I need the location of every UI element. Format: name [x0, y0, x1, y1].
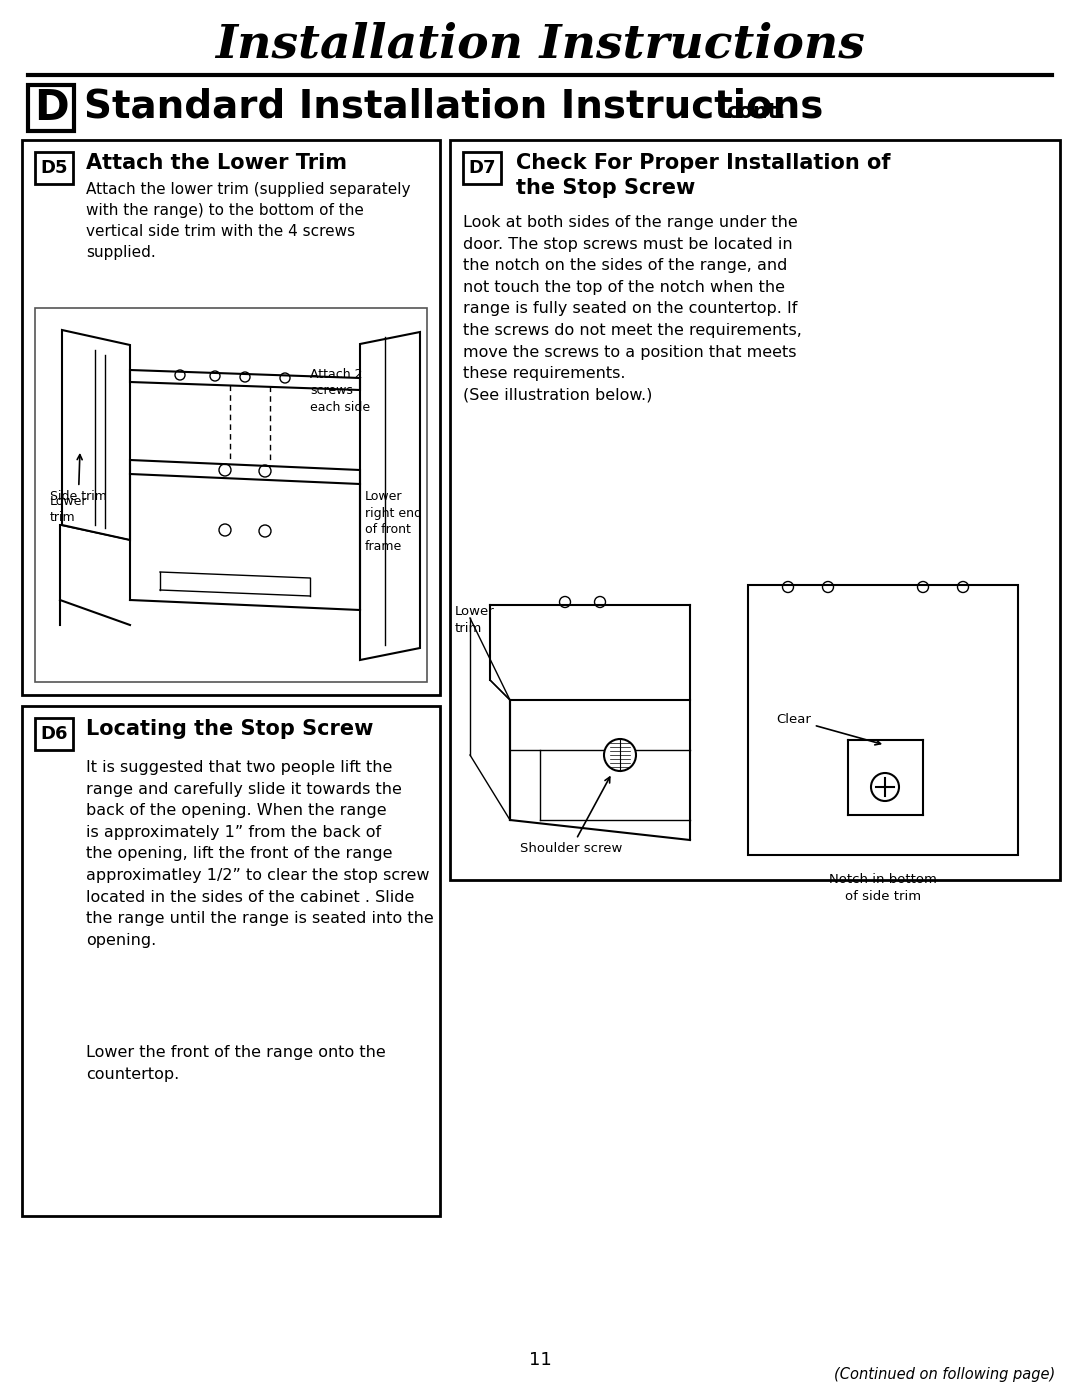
Text: Shoulder screw: Shoulder screw — [519, 777, 622, 855]
Bar — [22, 705, 440, 1215]
Bar — [22, 140, 440, 694]
Text: Lower
trim: Lower trim — [50, 495, 87, 524]
Bar — [35, 718, 73, 750]
Text: Notch in bottom
of side trim: Notch in bottom of side trim — [829, 873, 937, 902]
Text: Standard Installation Instructions: Standard Installation Instructions — [84, 88, 823, 126]
Text: 11: 11 — [528, 1351, 552, 1369]
Text: Lower
right end
of front
frame: Lower right end of front frame — [365, 490, 422, 552]
Text: Attach 2
screws
each side: Attach 2 screws each side — [310, 367, 370, 414]
Text: Clear: Clear — [777, 712, 880, 745]
Text: D6: D6 — [40, 725, 68, 743]
Bar — [35, 152, 73, 184]
Text: Look at both sides of the range under the
door. The stop screws must be located : Look at both sides of the range under th… — [463, 215, 801, 402]
Text: It is suggested that two people lift the
range and carefully slide it towards th: It is suggested that two people lift the… — [86, 760, 434, 947]
Text: Locating the Stop Screw: Locating the Stop Screw — [86, 719, 374, 739]
Text: Check For Proper Installation of: Check For Proper Installation of — [516, 154, 891, 173]
Text: D7: D7 — [469, 159, 496, 177]
Bar — [450, 140, 1059, 880]
Bar — [748, 585, 1018, 855]
Text: Attach the Lower Trim: Attach the Lower Trim — [86, 154, 347, 173]
Bar — [35, 307, 427, 682]
Circle shape — [870, 773, 899, 800]
Text: Lower the front of the range onto the
countertop.: Lower the front of the range onto the co… — [86, 1045, 386, 1081]
Bar — [463, 152, 501, 184]
Text: Installation Instructions: Installation Instructions — [215, 22, 865, 68]
Bar — [28, 85, 75, 131]
Circle shape — [604, 739, 636, 771]
Text: D: D — [33, 87, 68, 129]
Text: cont.: cont. — [726, 102, 785, 122]
Text: Attach the lower trim (supplied separately
with the range) to the bottom of the
: Attach the lower trim (supplied separate… — [86, 182, 410, 260]
Text: (Continued on following page): (Continued on following page) — [834, 1368, 1055, 1383]
Text: D5: D5 — [40, 159, 68, 177]
Text: Side trim: Side trim — [50, 454, 107, 503]
Text: Lower
trim: Lower trim — [455, 605, 495, 636]
Text: the Stop Screw: the Stop Screw — [516, 177, 696, 198]
